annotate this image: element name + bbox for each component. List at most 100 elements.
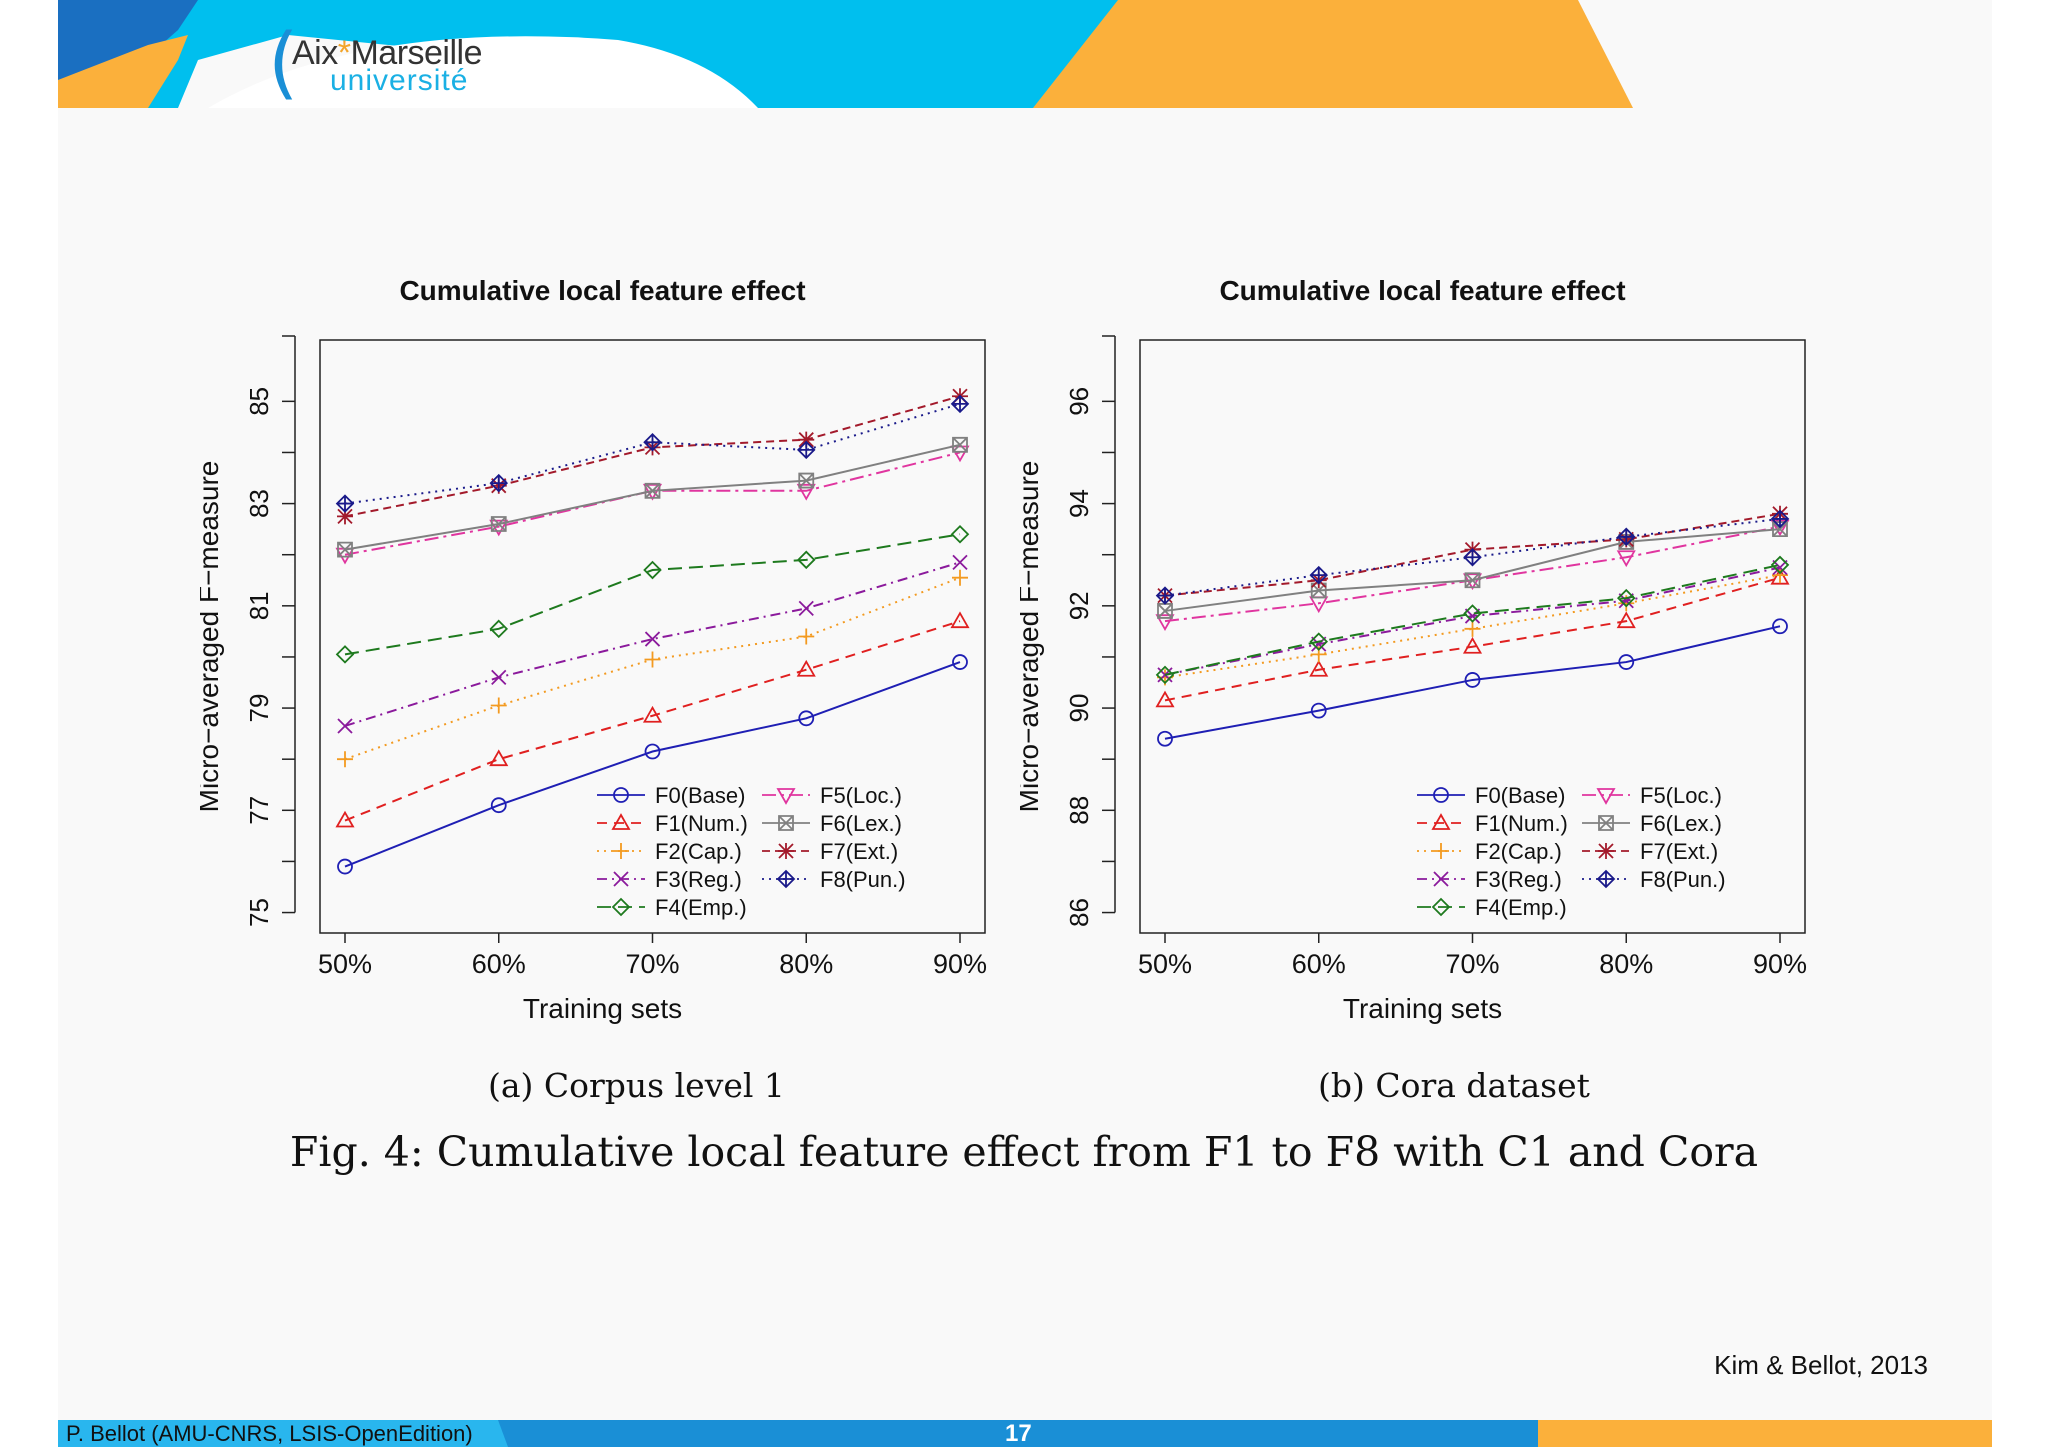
subcaption-b: (b) Cora dataset	[1318, 1066, 1590, 1105]
y-tick-label: 75	[244, 898, 274, 927]
chart-title: Cumulative local feature effect	[399, 275, 805, 306]
legend-label: F4(Emp.)	[655, 895, 747, 920]
legend-item: F5(Loc.)	[762, 783, 902, 808]
x-tick-label: 70%	[1445, 949, 1499, 979]
data-point	[337, 541, 353, 558]
data-point	[1157, 730, 1173, 747]
data-point	[796, 483, 816, 501]
legend-label: F2(Cap.)	[1475, 839, 1562, 864]
x-tick-label: 70%	[625, 949, 679, 979]
legend-marker	[1433, 787, 1449, 803]
legend-item: F8(Pun.)	[762, 867, 906, 892]
series-F6	[1157, 521, 1788, 619]
legend-marker	[1431, 897, 1451, 917]
data-point	[490, 697, 507, 714]
subcaption-a: (a) Corpus level 1	[488, 1066, 785, 1105]
data-point	[1464, 620, 1481, 637]
series-F2	[337, 569, 968, 768]
data-point	[952, 436, 968, 453]
data-point	[642, 705, 663, 723]
legend-item: F8(Pun.)	[1582, 867, 1726, 892]
series-F2	[1157, 567, 1788, 686]
legend-marker	[1598, 843, 1614, 859]
footer-bar	[58, 1420, 1992, 1447]
legend-label: F7(Ext.)	[1640, 839, 1718, 864]
y-tick-label: 77	[244, 796, 274, 825]
data-point	[335, 645, 355, 664]
data-point	[337, 751, 353, 768]
data-point	[1464, 672, 1481, 688]
data-point	[335, 494, 355, 513]
chart-title: Cumulative local feature effect	[1219, 275, 1625, 306]
y-tick-label: 90	[1064, 694, 1094, 723]
series-F0	[337, 654, 968, 875]
logo-text-line2: université	[330, 64, 469, 97]
legend-marker	[776, 869, 796, 889]
series-F4	[335, 524, 970, 664]
legend-marker	[1433, 843, 1449, 859]
x-tick-label: 90%	[1753, 949, 1807, 979]
legend-marker	[776, 788, 796, 805]
data-point	[337, 858, 353, 875]
x-tick-label: 90%	[933, 949, 987, 979]
data-point	[950, 394, 970, 414]
data-point	[1772, 521, 1788, 538]
data-point	[1616, 588, 1636, 608]
series-F1	[1155, 567, 1790, 708]
y-axis-label: Micro−averaged F−measure	[200, 461, 224, 813]
y-tick-label: 85	[244, 387, 274, 416]
y-tick-label: 83	[244, 489, 274, 518]
data-point	[1309, 565, 1329, 585]
data-point	[1772, 618, 1788, 635]
data-point	[798, 600, 814, 617]
data-point	[1155, 586, 1175, 605]
legend-label: F0(Base)	[655, 783, 745, 808]
x-tick-label: 80%	[1599, 949, 1653, 979]
data-point	[1616, 550, 1636, 568]
series-F3	[337, 554, 968, 734]
data-point	[1155, 665, 1175, 685]
legend-marker	[611, 813, 631, 830]
x-tick-label: 50%	[318, 949, 372, 979]
series-F6	[337, 436, 968, 558]
data-point	[952, 654, 968, 670]
data-point	[796, 659, 816, 677]
series-line	[344, 576, 961, 761]
data-point	[644, 651, 661, 668]
legend-marker	[611, 897, 631, 917]
legend-item: F2(Cap.)	[1417, 839, 1562, 864]
legend-label: F6(Lex.)	[820, 811, 902, 836]
data-point	[798, 628, 815, 645]
data-point	[489, 749, 509, 767]
legend-label: F3(Reg.)	[1475, 867, 1562, 892]
data-point	[798, 710, 815, 727]
series-F4	[1155, 555, 1790, 685]
data-point	[489, 473, 509, 493]
series-line	[344, 451, 961, 556]
series-line	[1164, 576, 1781, 702]
data-point	[798, 472, 815, 489]
data-point	[796, 550, 816, 570]
data-point	[490, 516, 507, 532]
legend-marker	[778, 815, 794, 831]
data-point	[798, 431, 815, 448]
legend-label: F2(Cap.)	[655, 839, 742, 864]
y-tick-label: 79	[244, 694, 274, 723]
legend-marker	[1596, 869, 1616, 889]
series-F8	[335, 394, 970, 513]
legend-marker	[613, 787, 629, 803]
legend-item: F4(Emp.)	[1417, 895, 1567, 920]
x-tick-label: 60%	[472, 949, 526, 979]
x-axis-label: Training sets	[523, 993, 682, 1024]
data-point	[1157, 603, 1173, 619]
legend-item: F1(Num.)	[1417, 811, 1568, 836]
legend-label: F8(Pun.)	[820, 867, 906, 892]
legend-label: F8(Pun.)	[1640, 867, 1726, 892]
series-line	[1164, 625, 1781, 740]
y-tick-label: 86	[1064, 898, 1094, 927]
series-F1	[335, 611, 970, 828]
x-tick-label: 60%	[1292, 949, 1346, 979]
series-line	[344, 620, 961, 822]
legend-label: F0(Base)	[1475, 783, 1565, 808]
legend-marker	[778, 843, 794, 859]
